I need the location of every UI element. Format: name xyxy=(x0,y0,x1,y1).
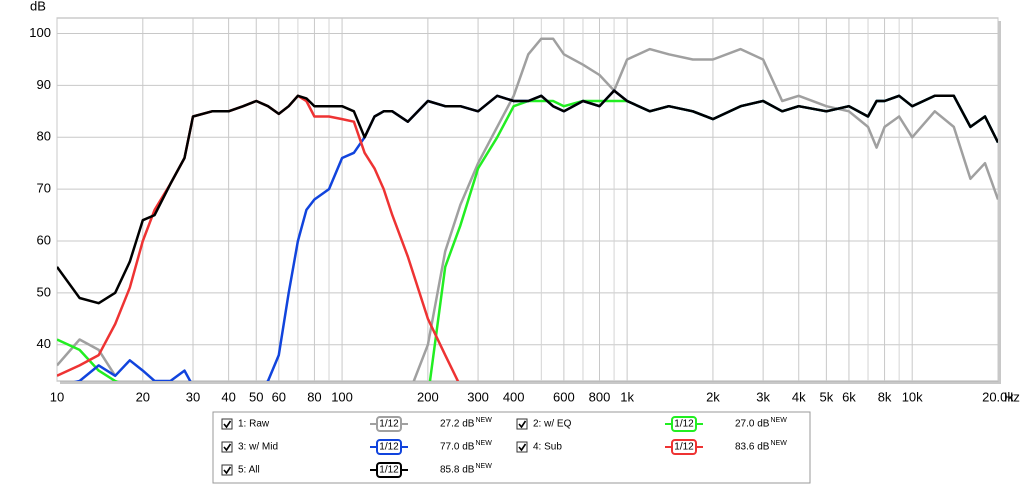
smoothing-icon xyxy=(671,439,697,455)
x-tick-label: 2k xyxy=(706,389,720,404)
x-tick-label: 5k xyxy=(820,389,834,404)
smoothing-label: 1/12 xyxy=(379,442,399,453)
checkmark xyxy=(223,420,232,429)
legend-name: 2: w/ EQ xyxy=(533,419,572,430)
x-tick-label: 8k xyxy=(878,389,892,404)
x-tick-label: 60 xyxy=(272,389,286,404)
plot-area xyxy=(56,17,999,382)
series-line xyxy=(57,89,998,305)
smoothing-icon xyxy=(376,439,402,455)
smoothing-label: 1/12 xyxy=(379,419,399,430)
legend-name: 1: Raw xyxy=(238,419,270,430)
legend-badge: NEW xyxy=(475,417,492,424)
legend-level: 85.8 dB xyxy=(440,465,475,476)
checkbox[interactable] xyxy=(221,464,233,476)
x-tick-label: 20 xyxy=(136,389,150,404)
legend-level: 83.6 dB xyxy=(735,442,770,453)
x-tick-label: 30 xyxy=(186,389,200,404)
y-axis-label: dB xyxy=(30,0,46,13)
x-tick-label: 100 xyxy=(331,389,353,404)
checkbox[interactable] xyxy=(516,418,528,430)
x-tick-label: 20.0k xyxy=(982,389,1014,404)
x-tick-label: 80 xyxy=(307,389,321,404)
checkmark xyxy=(223,443,232,452)
legend-name: 5: All xyxy=(238,465,260,476)
smoothing-icon xyxy=(376,462,402,478)
series-line xyxy=(57,37,998,381)
x-tick-label: 40 xyxy=(221,389,235,404)
legend xyxy=(212,411,811,484)
legend-badge: NEW xyxy=(475,463,492,470)
y-tick-label: 90 xyxy=(37,77,51,92)
x-tick-label: 6k xyxy=(842,389,856,404)
legend-level: 27.0 dB xyxy=(735,419,770,430)
legend-badge: NEW xyxy=(770,440,787,447)
x-tick-label: 4k xyxy=(792,389,806,404)
checkmark xyxy=(518,443,527,452)
x-axis-label: Hz xyxy=(1004,389,1020,404)
x-tick-label: 50 xyxy=(249,389,263,404)
y-tick-label: 40 xyxy=(37,336,51,351)
smoothing-label: 1/12 xyxy=(674,419,694,430)
checkbox[interactable] xyxy=(221,418,233,430)
x-tick-label: 10 xyxy=(50,389,64,404)
checkmark xyxy=(518,420,527,429)
smoothing-icon xyxy=(671,416,697,432)
x-tick-label: 600 xyxy=(553,389,575,404)
x-tick-label: 800 xyxy=(589,389,611,404)
x-tick-label: 400 xyxy=(503,389,525,404)
x-tick-label: 200 xyxy=(417,389,439,404)
legend-badge: NEW xyxy=(770,417,787,424)
smoothing-label: 1/12 xyxy=(379,465,399,476)
y-tick-label: 70 xyxy=(37,181,51,196)
checkmark xyxy=(223,466,232,475)
x-tick-label: 1k xyxy=(620,389,634,404)
x-tick-label: 300 xyxy=(467,389,489,404)
y-tick-label: 100 xyxy=(29,25,51,40)
legend-name: 3: w/ Mid xyxy=(238,442,278,453)
x-tick-label: 3k xyxy=(756,389,770,404)
legend-badge: NEW xyxy=(475,440,492,447)
smoothing-label: 1/12 xyxy=(674,442,694,453)
checkbox[interactable] xyxy=(516,441,528,453)
legend-name: 4: Sub xyxy=(533,442,562,453)
y-tick-label: 50 xyxy=(37,284,51,299)
x-tick-label: 10k xyxy=(902,389,923,404)
smoothing-icon xyxy=(376,416,402,432)
legend-level: 27.2 dB xyxy=(440,419,475,430)
checkbox[interactable] xyxy=(221,441,233,453)
y-tick-label: 60 xyxy=(37,232,51,247)
legend-level: 77.0 dB xyxy=(440,442,475,453)
y-tick-label: 80 xyxy=(37,129,51,144)
